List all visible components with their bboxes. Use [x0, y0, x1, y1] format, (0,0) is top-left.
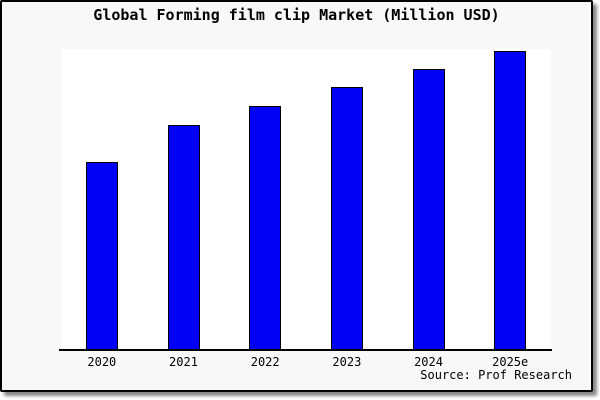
bar-2022: [249, 106, 282, 350]
x-tick-label-2025e: 2025e: [492, 355, 529, 369]
source-note: Source: Prof Research: [420, 368, 572, 382]
bar-cell-2022: [224, 49, 306, 350]
x-tick-label-2020: 2020: [87, 355, 117, 369]
x-labels-row: 2020 2021 2022 2023 2024 2025e: [61, 355, 551, 369]
bar-cell-2021: [143, 49, 225, 350]
x-tick-label-2022: 2022: [250, 355, 280, 369]
x-tick-label-2024: 2024: [414, 355, 443, 369]
bar-cell-2024: [388, 49, 470, 350]
bar-2020: [85, 162, 118, 350]
bar-cell-2025e: [469, 49, 551, 350]
bar-2023: [330, 87, 363, 350]
plot-area: [61, 49, 551, 350]
bar-cell-2020: [61, 49, 143, 350]
bar-2025e: [494, 51, 527, 350]
chart-card: Global Forming film clip Market (Million…: [0, 0, 593, 392]
x-tick-label-2021: 2021: [169, 355, 198, 369]
x-tick-label-2023: 2023: [332, 355, 362, 369]
bar-2021: [167, 125, 200, 350]
bar-2024: [412, 69, 445, 350]
bars-row: [61, 49, 551, 350]
x-axis-line: [59, 349, 552, 351]
chart-title: Global Forming film clip Market (Million…: [93, 6, 500, 24]
bar-cell-2023: [306, 49, 388, 350]
